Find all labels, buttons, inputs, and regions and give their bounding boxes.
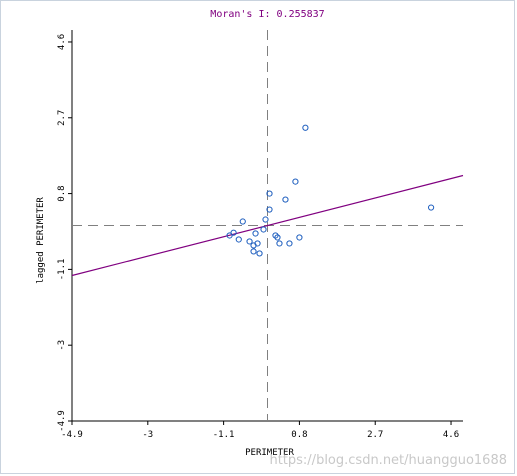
data-point: [263, 217, 268, 222]
y-tick-label: 2.7: [57, 110, 67, 126]
y-tick-label: -4.9: [57, 410, 67, 432]
data-point: [287, 241, 292, 246]
data-point: [303, 125, 308, 130]
watermark-text: https://blog.csdn.net/huangguo1688: [269, 453, 507, 468]
tick-marks: [68, 42, 451, 425]
x-tick-label: -3: [142, 430, 153, 440]
x-tick-label: 4.6: [443, 430, 459, 440]
y-tick-label: -1.1: [57, 259, 67, 281]
data-point: [283, 197, 288, 202]
data-point: [236, 237, 241, 242]
chart-title: Moran's I: 0.255837: [210, 9, 324, 20]
data-point: [293, 179, 298, 184]
x-tick-label: 0.8: [291, 430, 307, 440]
y-tick-labels: -4.9 -3 -1.1 0.8 2.7 4.6: [57, 34, 67, 432]
y-tick-label: -3: [57, 340, 67, 351]
data-point: [428, 205, 433, 210]
data-point: [277, 241, 282, 246]
data-point: [297, 235, 302, 240]
y-tick-label: 4.6: [57, 34, 67, 50]
y-tick-label: 0.8: [57, 185, 67, 201]
data-point: [251, 249, 256, 254]
data-point: [240, 219, 245, 224]
x-tick-label: 2.7: [367, 430, 383, 440]
x-tick-labels: -4.9 -3 -1.1 0.8 2.7 4.6: [61, 430, 459, 440]
data-point: [257, 251, 262, 256]
data-point: [261, 227, 266, 232]
data-point: [253, 231, 258, 236]
y-axis-label: lagged PERIMETER: [36, 197, 46, 284]
x-tick-label: -1.1: [213, 430, 235, 440]
